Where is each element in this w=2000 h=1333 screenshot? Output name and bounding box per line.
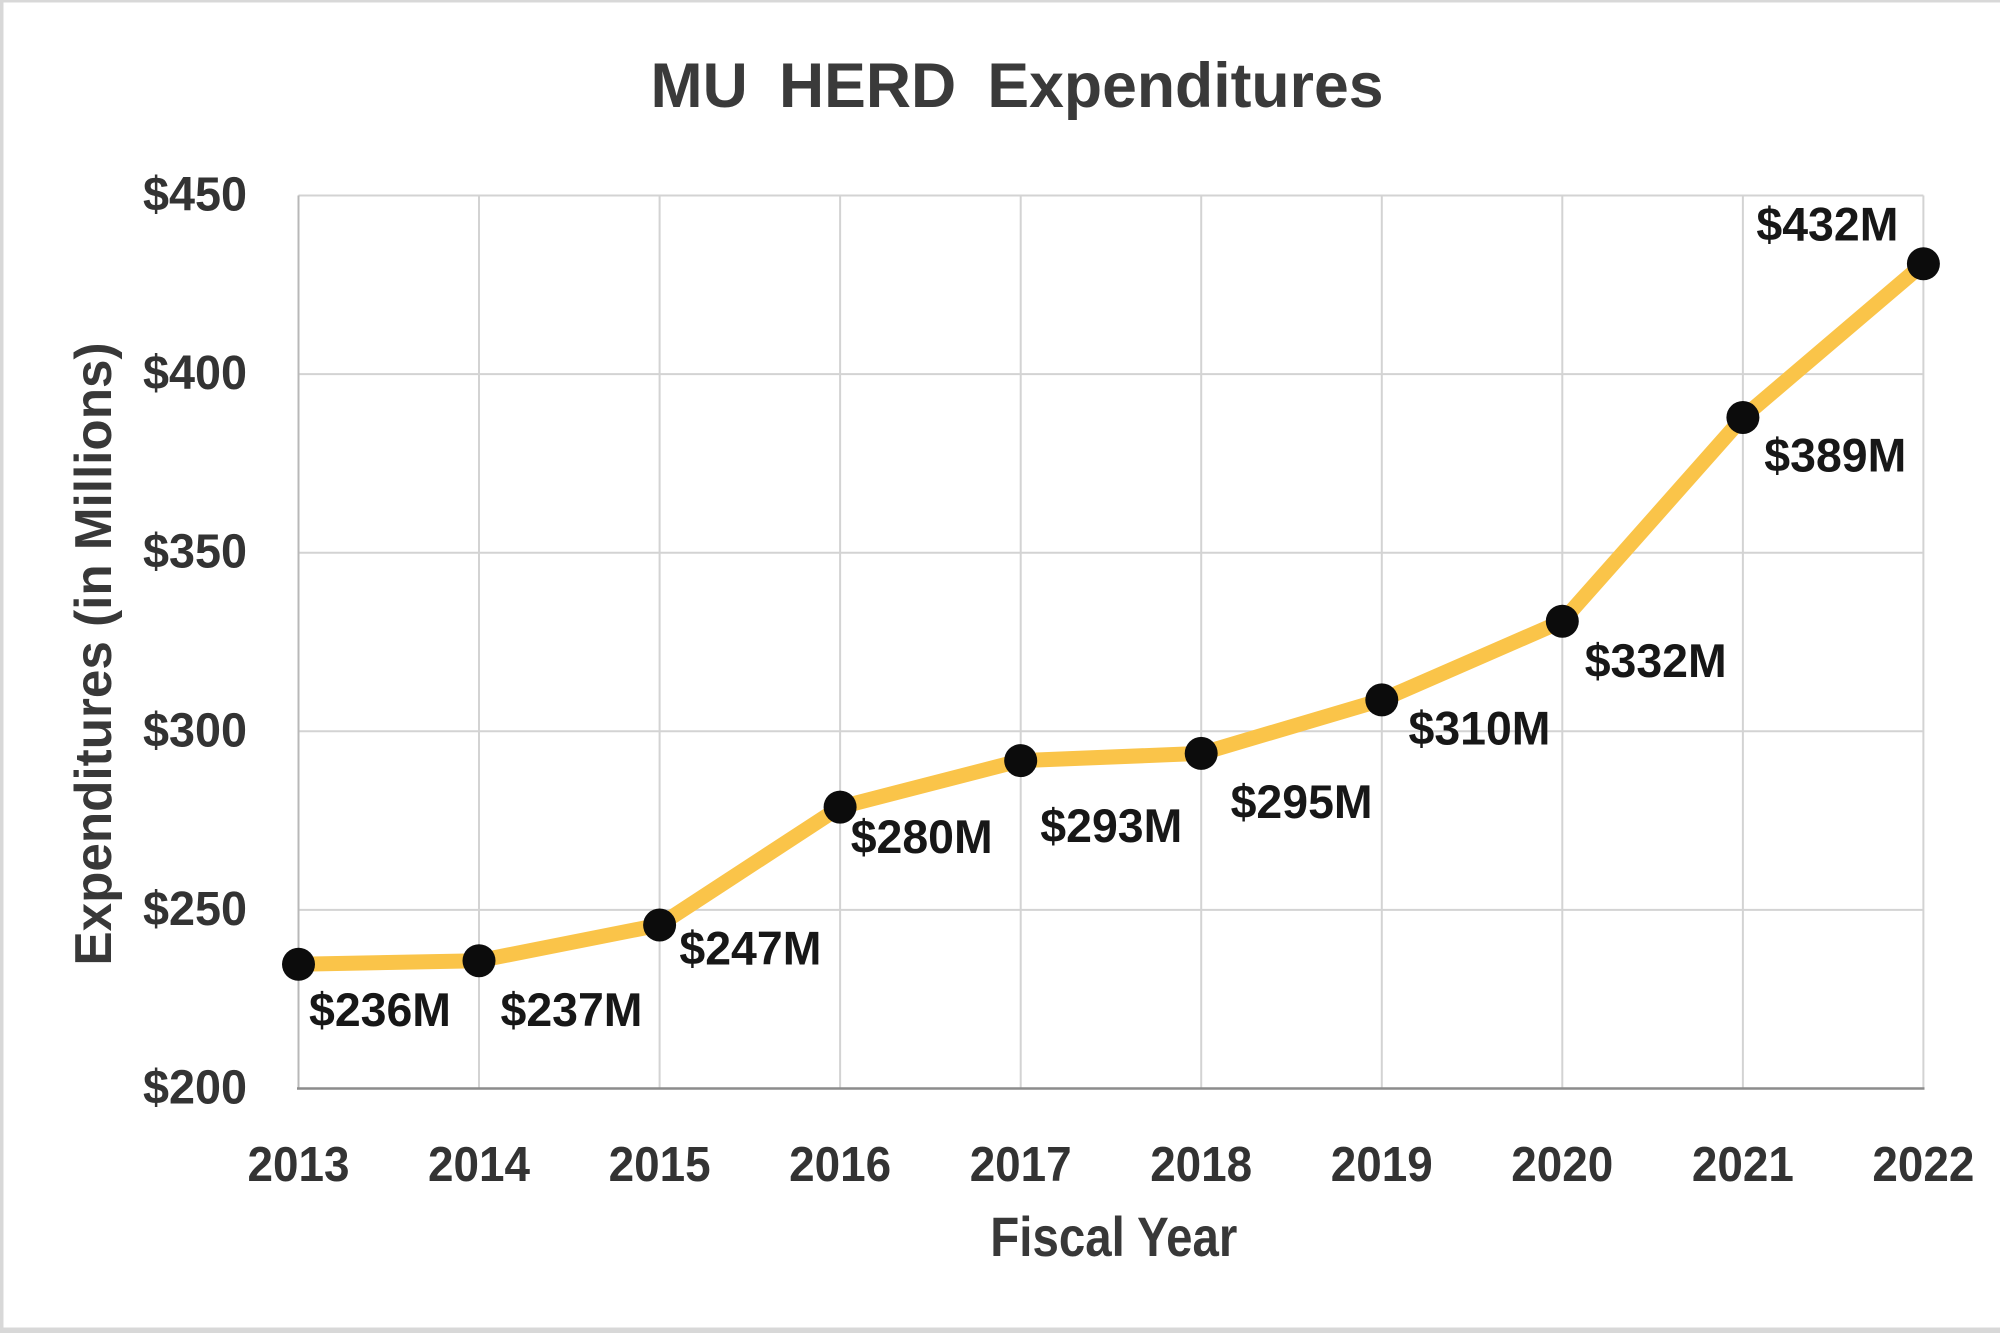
svg-text:2018: 2018 (1150, 1138, 1252, 1192)
svg-text:$432M: $432M (1756, 199, 1898, 252)
svg-text:2013: 2013 (248, 1138, 350, 1192)
svg-text:$293M: $293M (1040, 800, 1182, 853)
svg-text:$250: $250 (143, 882, 247, 936)
svg-text:$200: $200 (143, 1061, 247, 1115)
svg-text:$310M: $310M (1409, 703, 1551, 756)
svg-text:$400: $400 (143, 346, 247, 400)
svg-text:$332M: $332M (1585, 635, 1727, 688)
svg-text:2019: 2019 (1331, 1138, 1433, 1192)
svg-text:2016: 2016 (789, 1138, 891, 1192)
svg-text:2022: 2022 (1872, 1138, 1974, 1192)
svg-text:2021: 2021 (1692, 1138, 1794, 1192)
svg-text:$450: $450 (143, 168, 247, 222)
svg-text:$280M: $280M (851, 811, 993, 864)
svg-text:$237M: $237M (501, 984, 643, 1037)
svg-text:$295M: $295M (1231, 776, 1373, 829)
svg-text:$300: $300 (143, 703, 247, 757)
svg-text:2015: 2015 (609, 1138, 711, 1192)
svg-text:2017: 2017 (970, 1138, 1072, 1192)
svg-text:$350: $350 (143, 525, 247, 579)
svg-text:Fiscal Year: Fiscal Year (990, 1205, 1237, 1268)
svg-text:$389M: $389M (1764, 430, 1906, 483)
svg-text:MU HERD Expenditures: MU HERD Expenditures (651, 51, 1384, 121)
svg-text:$247M: $247M (679, 923, 821, 976)
svg-text:2020: 2020 (1511, 1138, 1613, 1192)
svg-text:2014: 2014 (428, 1138, 530, 1192)
svg-text:$236M: $236M (309, 984, 451, 1037)
svg-text:Expenditures (in Millions): Expenditures (in Millions) (65, 343, 123, 966)
